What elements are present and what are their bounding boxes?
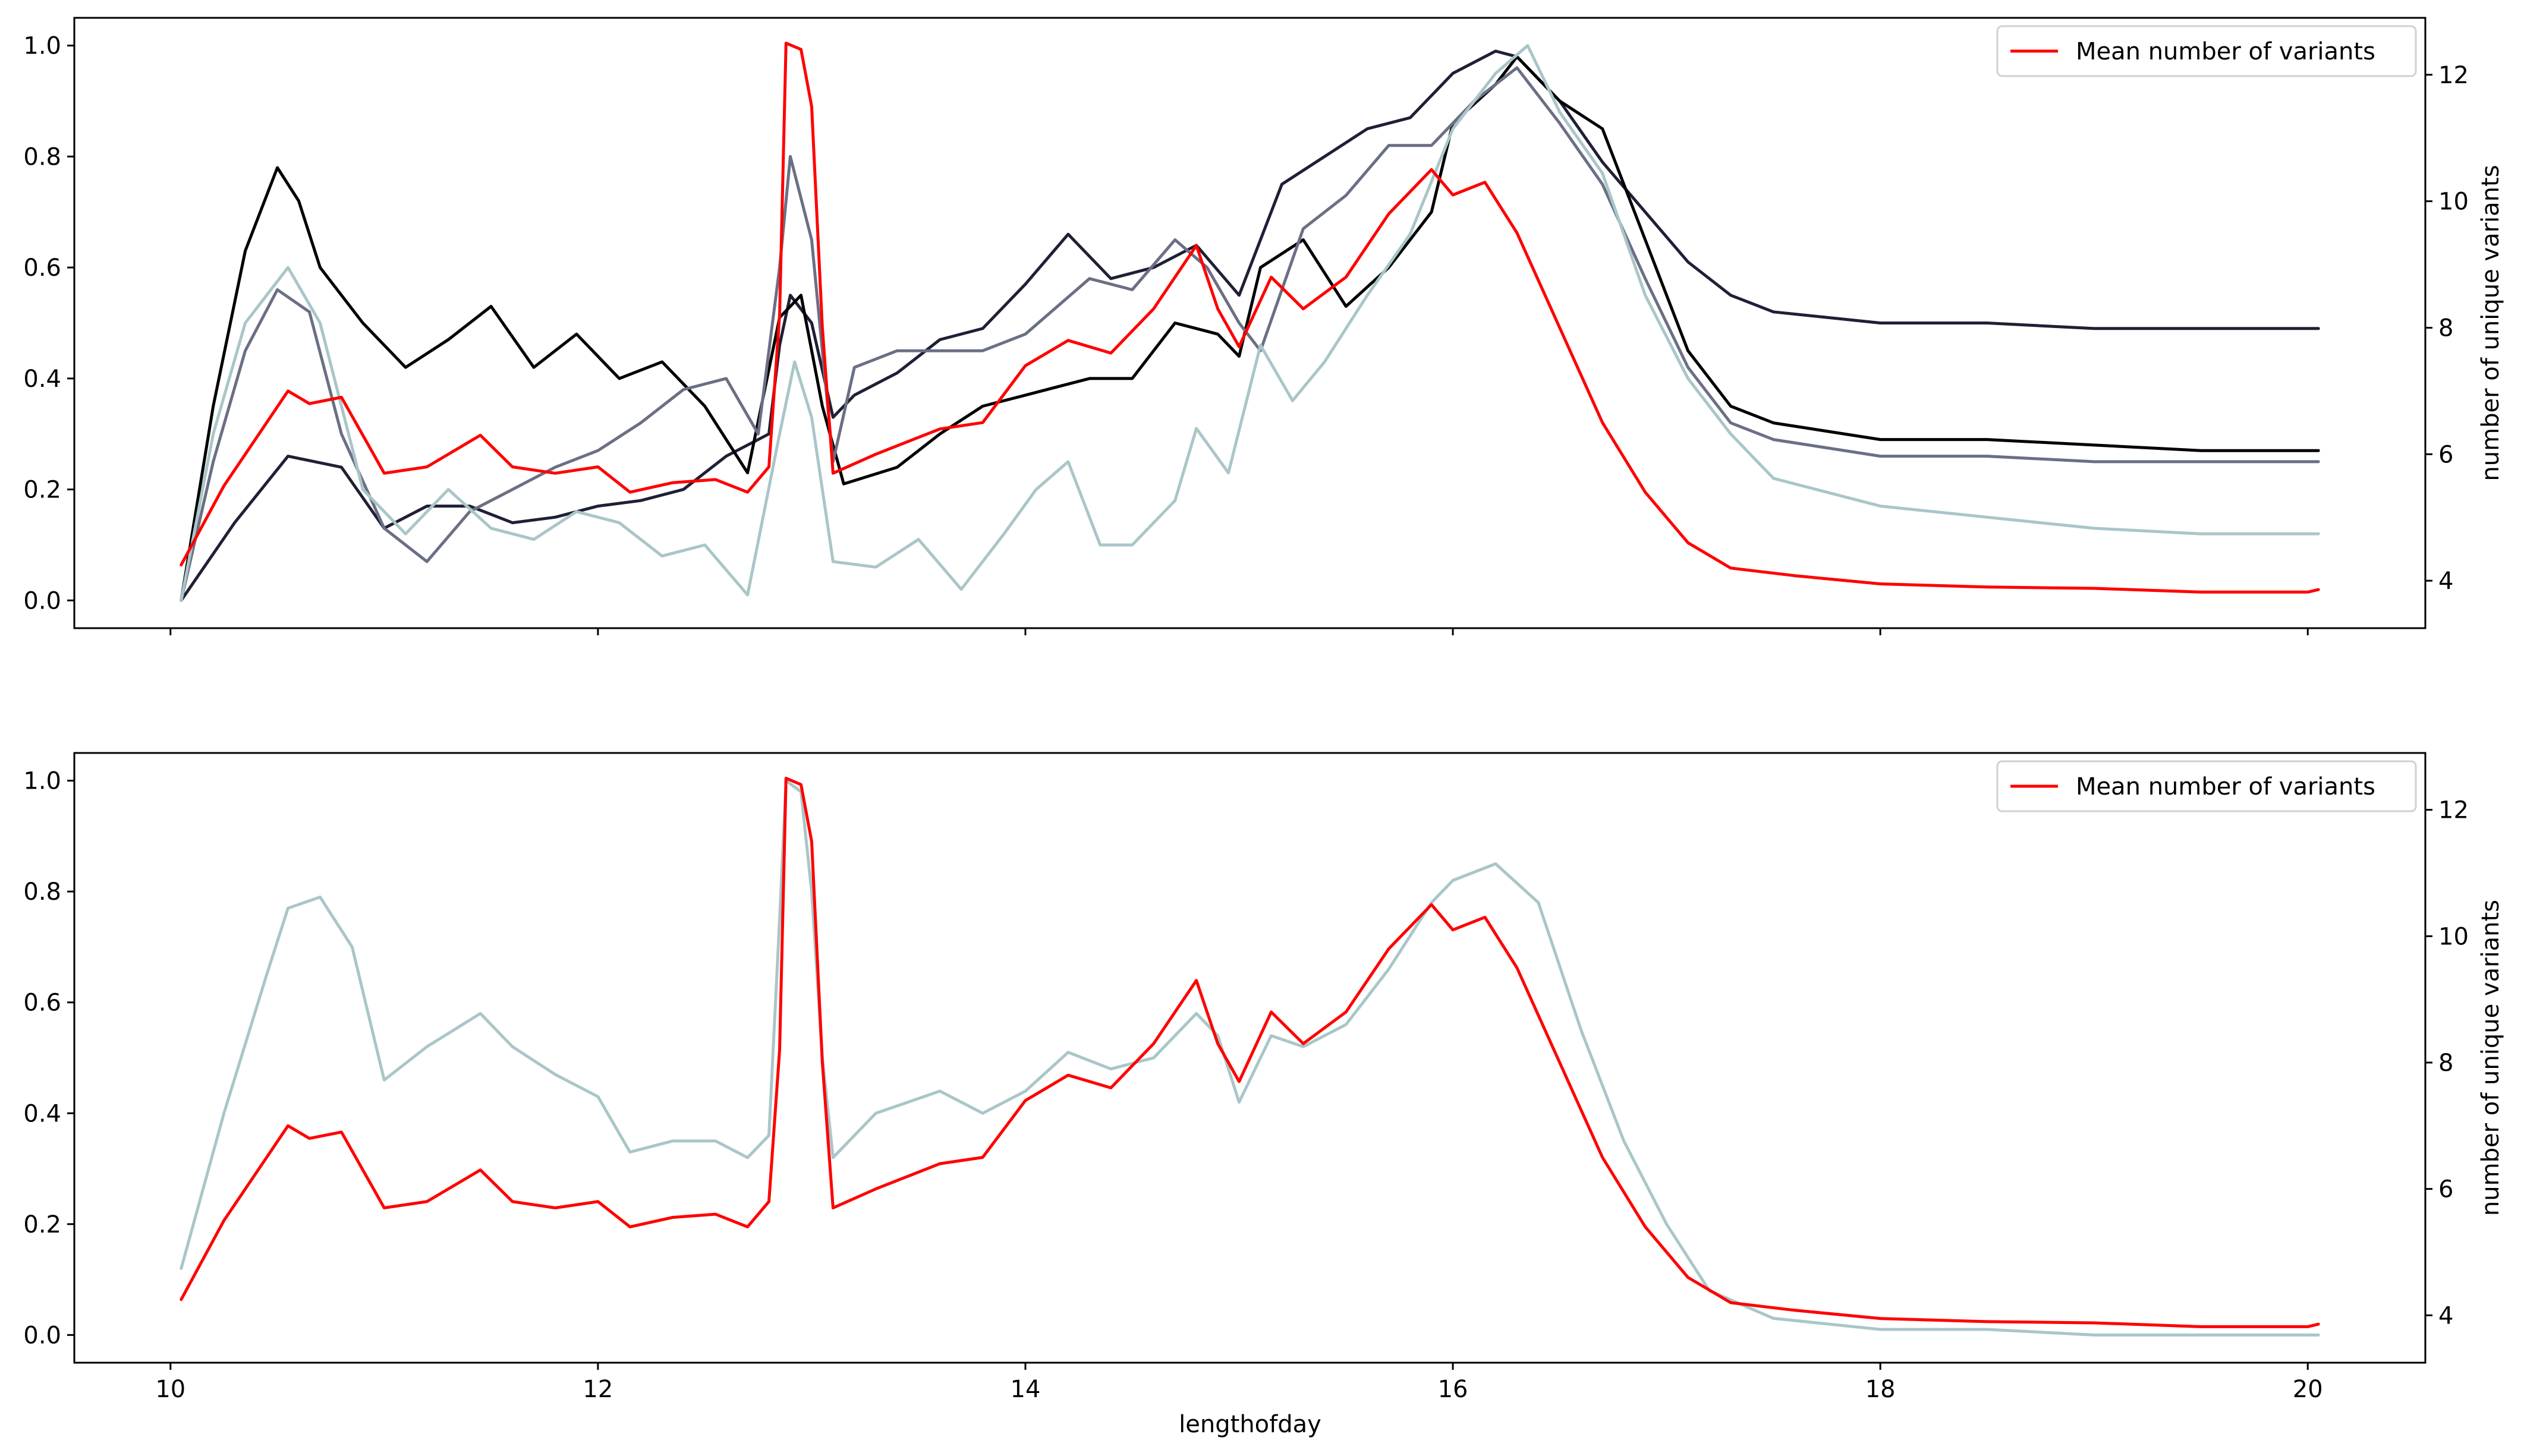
top-legend-label: Mean number of variants bbox=[2076, 38, 2375, 65]
top-right-axis-label: number of unique variants bbox=[2477, 165, 2504, 481]
top-ytick-left-label-0.4: 0.4 bbox=[23, 365, 61, 393]
bottom-xtick-label-16: 16 bbox=[1438, 1376, 1468, 1403]
top-ytick-right-label-6: 6 bbox=[2438, 441, 2453, 468]
bottom-series-mean-number-of-variants bbox=[180, 777, 2320, 1328]
bottom-ytick-left-label-0.6: 0.6 bbox=[23, 989, 61, 1017]
top-ytick-right-label-10: 10 bbox=[2438, 188, 2469, 216]
top-series-mean-number-of-variants bbox=[180, 42, 2320, 594]
top-ytick-left-label-0.8: 0.8 bbox=[23, 143, 61, 171]
top-ytick-right-label-8: 8 bbox=[2438, 314, 2453, 342]
bottom-xtick-label-18: 18 bbox=[1865, 1376, 1896, 1403]
bottom-ytick-right-label-6: 6 bbox=[2438, 1176, 2453, 1203]
bottom-ytick-right-label-4: 4 bbox=[2438, 1302, 2453, 1329]
bottom-ytick-right-label-12: 12 bbox=[2438, 797, 2469, 824]
bottom-legend: Mean number of variants bbox=[1996, 760, 2417, 812]
top-series-normalized-series-4 bbox=[180, 44, 2320, 602]
bottom-ytick-left-label-0.2: 0.2 bbox=[23, 1211, 61, 1238]
top-ytick-right-label-12: 12 bbox=[2438, 62, 2469, 89]
top-legend: Mean number of variants bbox=[1996, 25, 2417, 77]
bottom-ytick-right-label-8: 8 bbox=[2438, 1050, 2453, 1077]
top-ytick-left-label-1.0: 1.0 bbox=[23, 33, 61, 60]
bottom-xtick-label-14: 14 bbox=[1011, 1376, 1041, 1403]
bottom-axes-frame bbox=[73, 752, 2427, 1364]
bottom-legend-box bbox=[1996, 760, 2417, 812]
top-ytick-left-label-0.2: 0.2 bbox=[23, 477, 61, 504]
top-series-layer bbox=[180, 42, 2320, 602]
top-series-normalized-series-2 bbox=[180, 55, 2320, 602]
bottom-xtick-label-20: 20 bbox=[2293, 1376, 2323, 1403]
top-series-normalized-series-3 bbox=[180, 66, 2320, 602]
bottom-ytick-left-label-0.0: 0.0 bbox=[23, 1322, 61, 1349]
bottom-ytick-left-label-1.0: 1.0 bbox=[23, 768, 61, 795]
top-axes-frame bbox=[73, 17, 2427, 629]
bottom-ticks: 10 12 14 16 18 20 0.0 0.2 0.4 0.6 0.8 1.0 4 6 8 10 12 bbox=[23, 768, 2469, 1403]
bottom-ytick-left-label-0.8: 0.8 bbox=[23, 878, 61, 906]
bottom-ytick-left-label-0.4: 0.4 bbox=[23, 1100, 61, 1127]
bottom-panel: 10 12 14 16 18 20 0.0 0.2 0.4 0.6 0.8 1.0 4 6 8 10 12 nu… bbox=[23, 752, 2504, 1403]
top-series-normalized-series-1 bbox=[180, 49, 2320, 602]
bottom-right-axis-label: number of unique variants bbox=[2477, 900, 2504, 1216]
top-ticks: 0.0 0.2 0.4 0.6 0.8 1.0 4 6 8 10 12 bbox=[23, 33, 2469, 635]
top-ytick-left-label-0.0: 0.0 bbox=[23, 587, 61, 614]
bottom-xtick-label-12: 12 bbox=[583, 1376, 613, 1403]
bottom-series-normalized-series bbox=[180, 779, 2320, 1337]
x-axis-label: lengthofday bbox=[1179, 1411, 1321, 1438]
top-legend-box bbox=[1996, 25, 2417, 77]
bottom-ytick-right-label-10: 10 bbox=[2438, 923, 2469, 950]
bottom-xtick-label-10: 10 bbox=[155, 1376, 185, 1403]
top-panel: 0.0 0.2 0.4 0.6 0.8 1.0 4 6 8 10 12 number of uniq… bbox=[23, 17, 2504, 635]
bottom-legend-label: Mean number of variants bbox=[2076, 773, 2375, 801]
bottom-series-layer bbox=[180, 777, 2320, 1337]
top-ytick-right-label-4: 4 bbox=[2438, 568, 2453, 595]
top-ytick-left-label-0.6: 0.6 bbox=[23, 254, 61, 282]
